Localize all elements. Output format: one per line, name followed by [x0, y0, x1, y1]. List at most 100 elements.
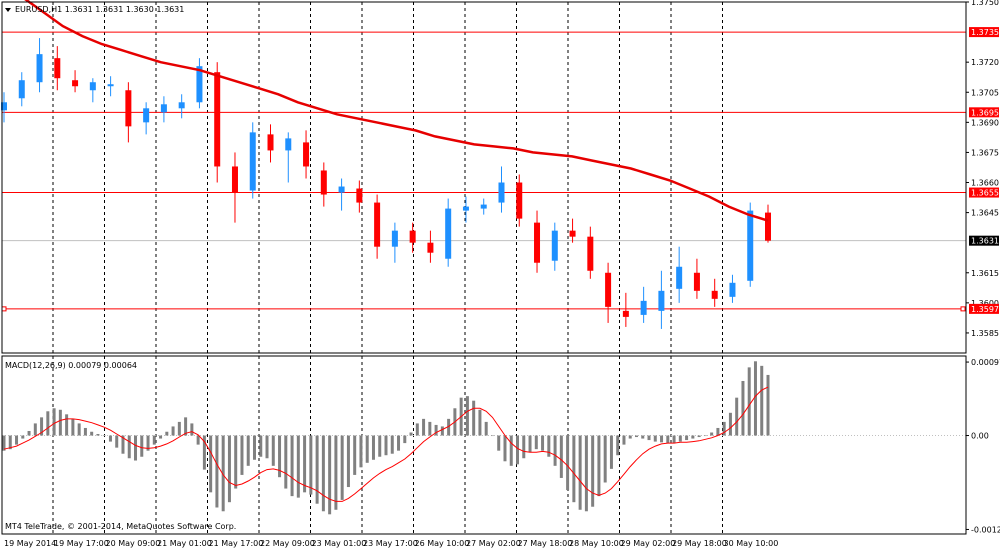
price-grid [52, 2, 723, 353]
macd-histogram-bar [108, 435, 112, 442]
macd-histogram [2, 361, 770, 515]
price-tick-label: 1.3600 [971, 299, 999, 308]
time-tick-label: 22 May 09:00 [260, 539, 315, 548]
candle-body [658, 290, 665, 311]
macd-signal-line [3, 386, 769, 502]
macd-axis: 0.00097 0.00 -0.00124 [966, 358, 1000, 534]
macd-histogram-bar [472, 400, 476, 436]
level-anchor-right[interactable] [960, 306, 966, 312]
macd-histogram-bar [516, 435, 520, 465]
macd-histogram-bar [753, 361, 757, 436]
macd-histogram-bar [547, 435, 551, 457]
macd-histogram-bar [227, 435, 231, 503]
candle-body [445, 208, 452, 259]
candle-body [391, 230, 398, 247]
macd-histogram-bar [534, 435, 538, 450]
macd-histogram-bar [134, 435, 138, 461]
macd-histogram-bar [440, 426, 444, 436]
price-tick-label: 1.3750 [971, 0, 999, 7]
time-tick-label: 23 May 01:00 [312, 539, 367, 548]
macd-histogram-bar [102, 435, 106, 437]
macd-histogram-bar [685, 435, 689, 441]
symbol-header-text: EURUSD,H1 1.3631 1.3631 1.3630 1.3631 [15, 5, 184, 14]
macd-histogram-bar [522, 435, 526, 459]
macd-signal-polyline [3, 386, 769, 502]
candle-body [18, 80, 25, 99]
price-tick-label: 1.3675 [971, 148, 999, 157]
dropdown-arrow-icon[interactable] [5, 8, 11, 12]
macd-histogram-bar [747, 367, 751, 436]
price-tick-label: 1.3720 [971, 58, 999, 67]
macd-histogram-bar [40, 417, 44, 436]
candle-body [747, 210, 754, 281]
time-tick-label: 28 May 10:00 [569, 539, 624, 548]
level-price-label: 1.3695 [971, 108, 999, 117]
current-price-tag [969, 235, 999, 246]
macd-histogram-bar [190, 423, 194, 436]
macd-histogram-bar [722, 421, 726, 436]
time-tick-label: 29 May 18:00 [672, 539, 727, 548]
macd-histogram-bar [278, 435, 282, 478]
macd-histogram-bar [146, 435, 150, 451]
candle-body [196, 66, 203, 103]
candle-body [711, 290, 718, 299]
macd-histogram-bar [177, 421, 181, 436]
candle-body [693, 272, 700, 291]
macd-histogram-bar [340, 435, 344, 500]
macd-histogram-bar [509, 435, 513, 466]
macd-histogram-bar [8, 435, 12, 450]
macd-histogram-bar [609, 435, 613, 469]
level-price-label: 1.3655 [971, 189, 999, 198]
macd-histogram-bar [21, 435, 25, 439]
candle-body [498, 182, 505, 203]
macd-histogram-bar [296, 435, 300, 498]
macd-histogram-bar [328, 435, 332, 515]
macd-histogram-bar [58, 409, 62, 436]
macd-histogram-bar [697, 435, 701, 438]
candle-body [622, 310, 629, 317]
current-price-label: 1.3631 [971, 237, 999, 246]
candle-body [427, 242, 434, 253]
candle-body [409, 230, 416, 243]
symbol-header[interactable]: EURUSD,H1 1.3631 1.3631 1.3630 1.3631 [5, 5, 184, 14]
macd-histogram-bar [447, 418, 451, 436]
macd-histogram-bar [365, 435, 369, 463]
candle-body [143, 108, 150, 123]
candle-body [285, 138, 292, 151]
macd-histogram-bar [541, 435, 545, 451]
macd-histogram-bar [303, 435, 307, 493]
level-anchor-left[interactable] [1, 306, 7, 312]
macd-histogram-bar [397, 435, 401, 451]
macd-histogram-bar [634, 435, 638, 438]
candle-body [356, 188, 363, 203]
macd-histogram-bar [52, 408, 56, 436]
level-price-tag [969, 107, 999, 118]
macd-histogram-bar [503, 435, 507, 462]
time-tick-label: 19 May 2014 [4, 539, 56, 548]
macd-histogram-bar [766, 374, 770, 436]
candle-body [640, 300, 647, 315]
candle-body [320, 170, 327, 195]
macd-histogram-bar [735, 397, 739, 436]
macd-histogram-bar [2, 435, 6, 451]
macd-histogram-bar [422, 418, 426, 436]
candle-body [480, 204, 487, 209]
candle-body [569, 230, 576, 237]
time-tick-label: 19 May 17:00 [54, 539, 109, 548]
candle-body [249, 132, 256, 191]
candle-body [107, 84, 114, 87]
macd-histogram-bar [334, 435, 338, 510]
time-tick-label: 27 May 18:00 [518, 539, 573, 548]
macd-histogram-bar [434, 424, 438, 436]
time-tick-label: 23 May 17:00 [363, 539, 418, 548]
macd-histogram-bar [660, 435, 664, 443]
time-tick-label: 27 May 02:00 [466, 539, 521, 548]
macd-histogram-bar [578, 435, 582, 510]
macd-tick-label: 0.00 [971, 432, 989, 441]
candle-body [462, 206, 469, 211]
macd-histogram-bar [353, 435, 357, 475]
candle-body [160, 104, 167, 113]
time-tick-label: 20 May 09:00 [106, 539, 161, 548]
